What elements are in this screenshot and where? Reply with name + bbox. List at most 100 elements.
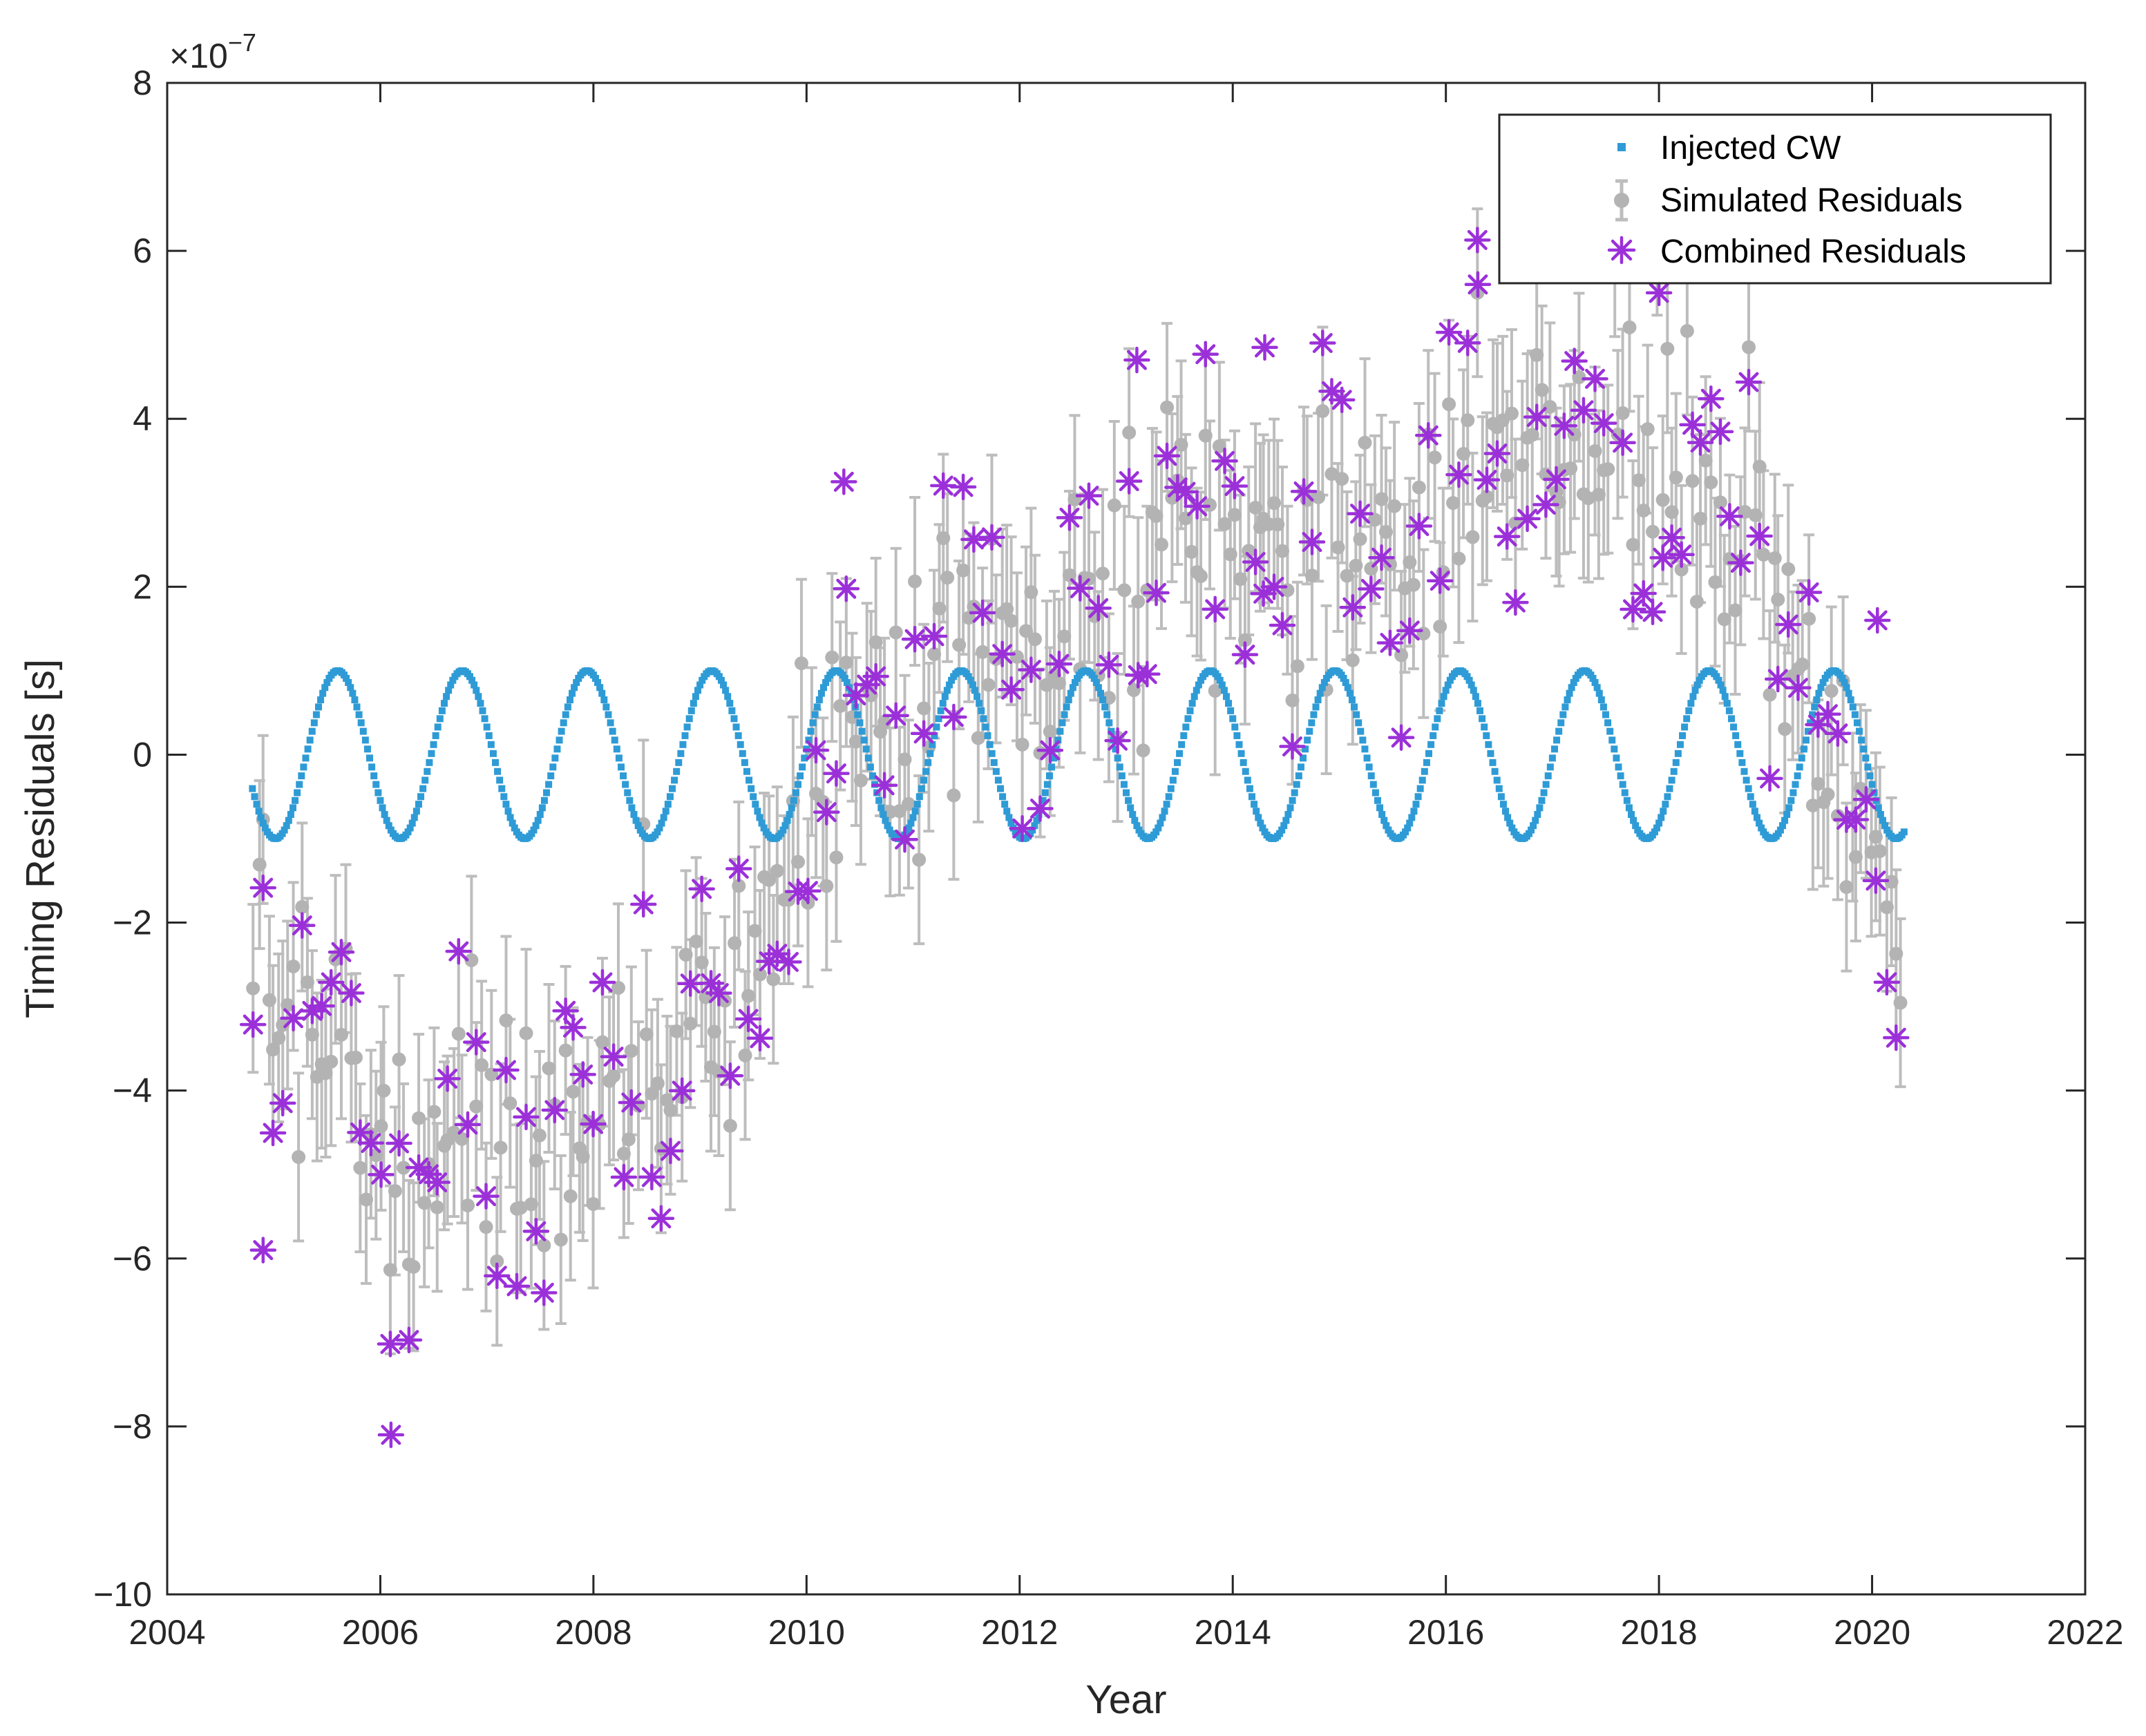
injected-cw-point: [982, 723, 989, 731]
combined-residual-point: [716, 1062, 744, 1089]
simulated-residual-point: [1117, 583, 1132, 598]
simulated-residual-point: [825, 650, 839, 665]
simulated-residual-point: [707, 1024, 721, 1039]
combined-residual-point: [1493, 523, 1521, 550]
injected-cw-point: [528, 830, 535, 837]
injected-cw-point: [502, 801, 510, 808]
injected-cw-point: [945, 681, 953, 689]
injected-cw-point: [404, 828, 412, 836]
injected-cw-point: [321, 684, 329, 691]
injected-cw-point: [436, 715, 444, 723]
injected-cw-point: [383, 817, 390, 824]
injected-cw-point: [694, 687, 702, 694]
simulated-residual-point: [1868, 830, 1883, 844]
injected-cw-point: [506, 814, 514, 821]
combined-residual-point: [1221, 473, 1248, 499]
injected-cw-point: [1178, 741, 1186, 748]
injected-cw-point: [1691, 687, 1699, 694]
injected-cw-point: [856, 719, 864, 727]
simulated-residual-point: [1728, 603, 1743, 618]
combined-residual-point: [1514, 505, 1541, 533]
injected-cw-point: [1561, 703, 1569, 711]
simulated-residual-point: [1275, 544, 1289, 558]
injected-cw-point: [408, 819, 416, 827]
injected-cw-point: [1041, 789, 1049, 797]
injected-cw-point: [1105, 719, 1113, 727]
injected-cw-point: [1421, 767, 1428, 775]
injected-cw-point: [1843, 684, 1850, 691]
simulated-residual-point: [1378, 524, 1393, 539]
simulated-residual-point: [1217, 517, 1232, 531]
injected-cw-point: [1599, 703, 1607, 711]
injected-cw-point: [854, 711, 862, 718]
combined-residual-point: [1202, 595, 1228, 623]
injected-cw-point: [811, 711, 819, 718]
injected-cw-point: [310, 719, 318, 727]
combined-residual-point: [1862, 867, 1890, 895]
combined-residual-point: [891, 826, 918, 853]
simulated-residual-point: [499, 1013, 513, 1028]
injected-cw-point: [1118, 772, 1126, 780]
simulated-residual-point: [524, 1197, 538, 1212]
injected-cw-point: [1798, 754, 1805, 762]
combined-residual-point: [1698, 385, 1725, 412]
injected-cw-point: [922, 767, 930, 775]
simulated-residual-point: [1811, 776, 1825, 791]
simulated-residual-point: [1427, 450, 1442, 465]
injected-cw-point: [848, 689, 855, 697]
injected-cw-point: [1725, 707, 1733, 714]
simulated-residual-point: [1530, 347, 1544, 362]
injected-cw-point: [314, 703, 322, 711]
injected-cw-point: [549, 763, 557, 771]
injected-cw-point: [1029, 826, 1036, 834]
simulated-residual-point: [266, 1042, 281, 1057]
injected-cw-point: [566, 696, 573, 704]
injected-cw-point: [1054, 736, 1062, 744]
injected-cw-point: [815, 696, 823, 704]
injected-cw-point: [571, 684, 578, 691]
injected-cw-point: [1425, 750, 1432, 757]
combined-residual-point: [1620, 595, 1646, 623]
injected-cw-point: [918, 785, 925, 792]
injected-cw-point: [1615, 763, 1622, 771]
injected-cw-point: [300, 763, 307, 771]
injected-cw-point: [683, 723, 691, 731]
injected-cw-point: [875, 797, 883, 804]
injected-cw-point: [432, 732, 439, 739]
injected-cw-point: [1412, 801, 1420, 808]
injected-cw-point: [1444, 681, 1452, 689]
injected-cw-point: [1220, 687, 1228, 694]
injected-cw-point: [1881, 822, 1889, 830]
simulated-residual-point: [912, 852, 927, 867]
injected-cw-point: [994, 776, 1002, 784]
injected-cw-point: [1380, 817, 1388, 824]
injected-cw-point: [278, 830, 286, 837]
injected-cw-point: [1237, 750, 1245, 757]
injected-cw-point: [1617, 772, 1624, 780]
simulated-residual-point: [1242, 544, 1256, 558]
injected-cw-point: [564, 703, 571, 711]
simulated-residual-point: [1525, 428, 1539, 442]
simulated-residual-point: [1824, 684, 1839, 698]
injected-cw-point: [302, 754, 310, 762]
simulated-residual-point: [558, 1043, 573, 1058]
legend-label-simulated-residuals: Simulated Residuals: [1660, 182, 1963, 219]
simulated-residual-point: [292, 1150, 306, 1164]
simulated-residual-point: [1107, 498, 1121, 513]
simulated-residual-point: [1581, 491, 1595, 506]
combined-residual-point: [1883, 1024, 1910, 1051]
injected-cw-point: [249, 785, 256, 792]
combined-residual-point: [1085, 595, 1112, 622]
injected-cw-point: [820, 684, 828, 691]
injected-cw-point: [685, 715, 693, 723]
injected-cw-point: [1628, 810, 1635, 818]
injected-cw-point: [1248, 793, 1255, 801]
combined-residual-point: [1582, 365, 1608, 392]
injected-cw-point: [967, 676, 974, 684]
legend-label-injected-cw: Injected CW: [1660, 130, 1841, 166]
injected-cw-point: [756, 814, 763, 821]
combined-residual-point: [327, 939, 355, 966]
injected-cw-point: [1125, 797, 1132, 804]
injected-cw-point: [343, 674, 350, 682]
injected-cw-point: [722, 687, 730, 694]
